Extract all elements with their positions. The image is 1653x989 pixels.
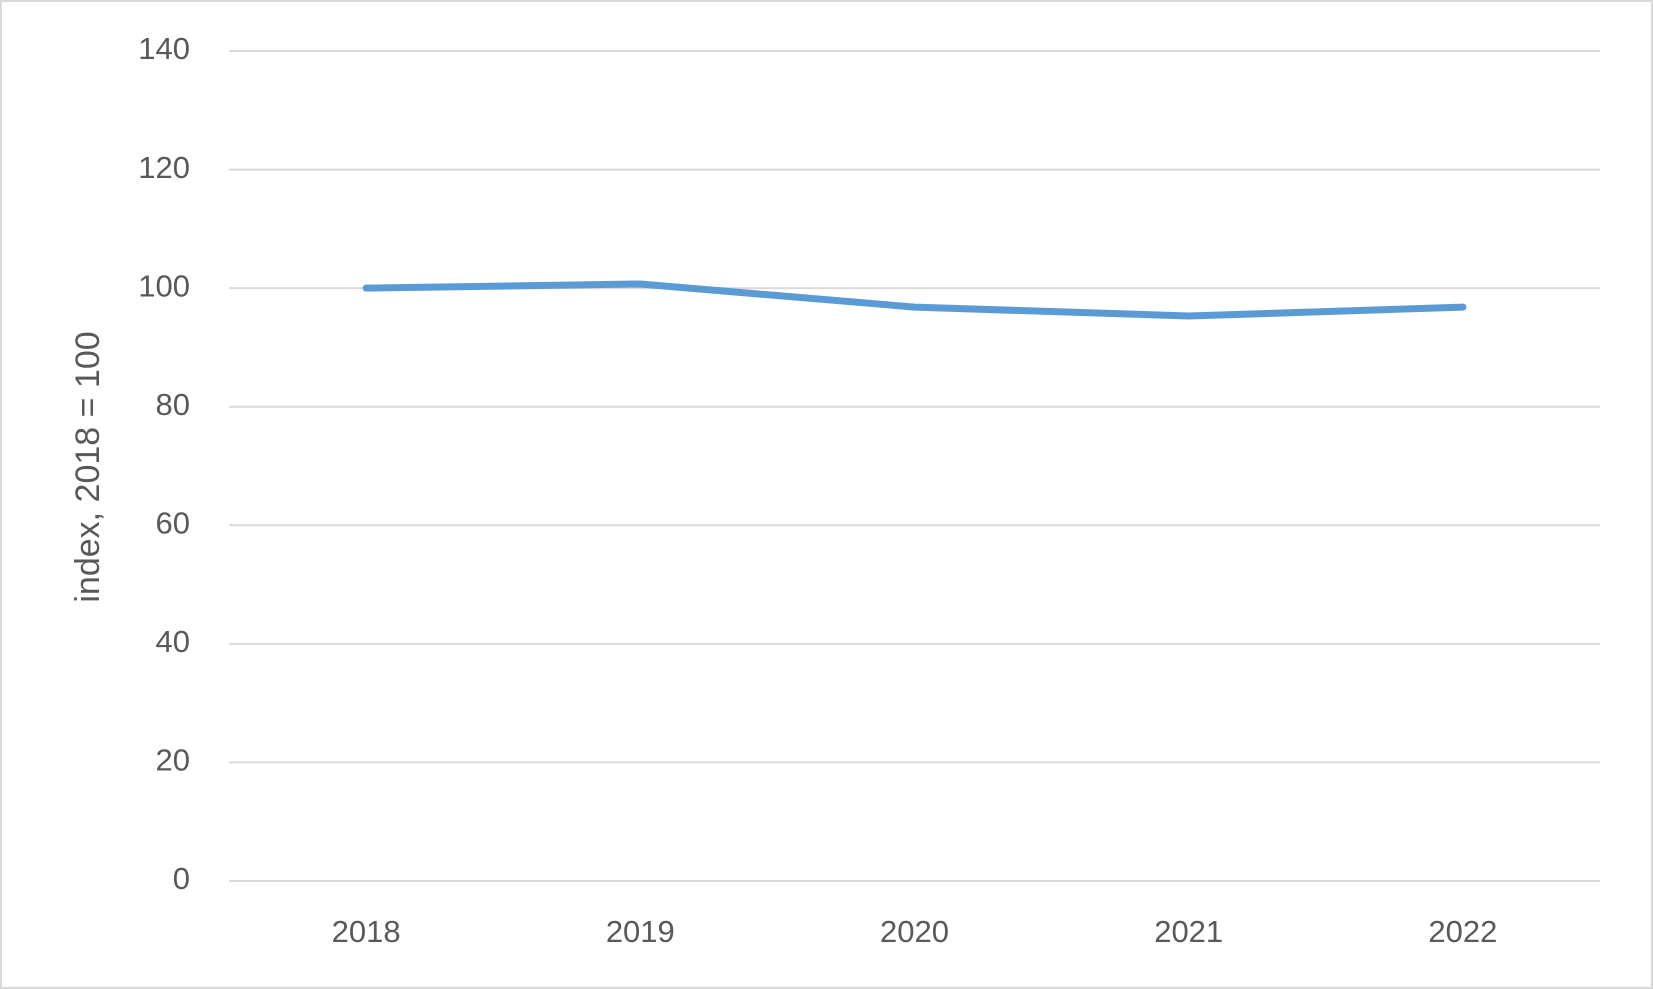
x-tick-label: 2022 — [1428, 914, 1497, 949]
y-tick-label: 20 — [156, 743, 190, 778]
x-tick-label: 2021 — [1154, 914, 1223, 949]
y-tick-label: 0 — [173, 861, 190, 896]
y-tick-label: 60 — [156, 505, 190, 540]
x-tick-label: 2018 — [332, 914, 401, 949]
y-tick-label: 40 — [156, 624, 190, 659]
y-tick-label: 140 — [138, 31, 190, 66]
y-tick-label: 120 — [138, 150, 190, 185]
data-line — [362, 280, 1467, 320]
y-tick-label: 80 — [156, 387, 190, 422]
y-tick-label: 100 — [138, 268, 190, 303]
x-tick-label: 2020 — [880, 914, 949, 949]
x-tick-label: 2019 — [606, 914, 675, 949]
y-axis-label: index, 2018 = 100 — [69, 331, 107, 602]
